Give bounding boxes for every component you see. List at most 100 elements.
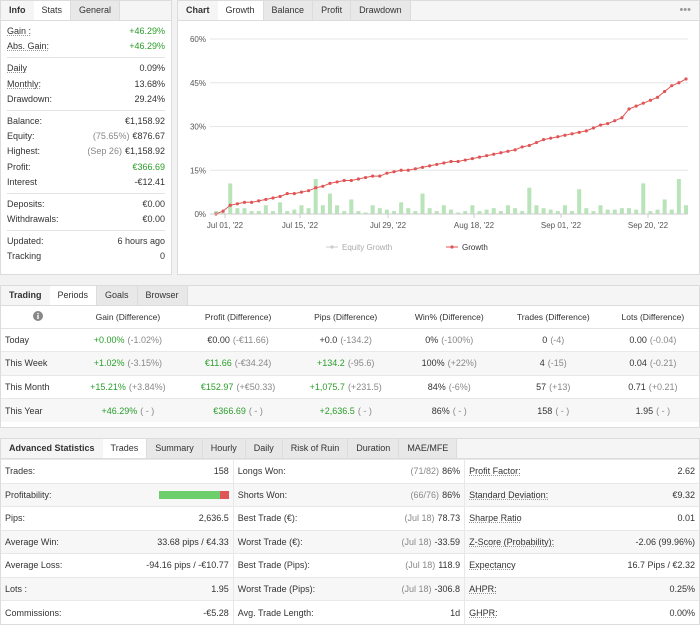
daily-bar <box>527 187 532 214</box>
x-tick-label: Jul 15, '22 <box>282 221 319 230</box>
more-icon[interactable]: ••• <box>679 4 691 16</box>
info-value: €366.69 <box>132 161 165 172</box>
adv-label: Worst Trade (Pips): <box>233 576 344 601</box>
tab-drawdown[interactable]: Drawdown <box>351 1 411 20</box>
adv-value-text: -306.8 <box>434 583 461 594</box>
adv-value-text: -€5.28 <box>203 607 229 618</box>
daily-bar <box>584 208 589 214</box>
tab-adv-3[interactable]: Hourly <box>202 439 246 458</box>
growth-point <box>655 95 660 99</box>
info-panel: Info Stats General Gain : +46.29% Abs. Gai… <box>0 0 172 275</box>
daily-bar <box>534 205 539 214</box>
info-label: Deposits: <box>7 198 45 209</box>
period-profit-cell: €366.69( - ) <box>183 398 293 422</box>
period-pips-cell: +134.2 (-95.6) <box>292 351 399 375</box>
tab-adv-1[interactable]: Trades <box>102 439 148 458</box>
daily-bar <box>619 208 624 214</box>
daily-bar <box>470 205 475 214</box>
adv-label-text: Standard Deviation: <box>469 489 549 500</box>
info-label: Gain : <box>7 26 32 36</box>
growth-point <box>620 116 624 120</box>
info-row: Monthly: 13.68% <box>1 77 171 92</box>
adv-value-text: 78.73 <box>437 513 461 524</box>
tab-adv-2[interactable]: Summary <box>147 439 203 458</box>
tab-stats[interactable]: Stats <box>33 1 72 20</box>
tab-chart[interactable]: Chart <box>178 1 218 20</box>
daily-bar <box>598 205 603 214</box>
profitability-bar <box>158 491 229 500</box>
daily-bar <box>299 205 304 214</box>
daily-bar <box>555 211 560 214</box>
info-row: Gain : +46.29% <box>1 24 171 39</box>
daily-bar <box>235 208 240 214</box>
adv-label: Expectancy <box>464 553 595 577</box>
tab-periods[interactable]: Periods <box>49 286 98 305</box>
info-row: Withdrawals: €0.00 <box>1 212 171 227</box>
tab-general[interactable]: General <box>71 1 121 20</box>
growth-point <box>321 184 325 188</box>
period-pips-value: +2,636.5 <box>319 405 355 416</box>
adv-label: Profitability: <box>1 482 71 507</box>
info-value: 13.68% <box>134 78 165 89</box>
info-value: €0.00 <box>142 198 165 209</box>
period-row: This Week +1.02% (-3.15%) €11.66 (-€34.24) +1… <box>1 351 699 375</box>
growth-point <box>314 186 318 190</box>
daily-bar <box>420 193 425 214</box>
growth-point <box>257 199 261 203</box>
daily-bar <box>605 209 610 214</box>
tab-info[interactable]: Info <box>1 1 34 20</box>
tab-goals[interactable]: Goals <box>97 286 138 305</box>
col-trades: Trades (Difference) <box>499 306 607 329</box>
period-pips-cell: +2,636.5( - ) <box>292 398 399 422</box>
info-value-wrap: 0.09% <box>139 61 165 76</box>
growth-point <box>541 138 546 142</box>
tab-adv-0[interactable]: Advanced Statistics <box>1 439 103 458</box>
period-win-value: 86% <box>431 405 450 416</box>
info-value-wrap: (75.65%) €876.67 <box>93 129 165 144</box>
growth-point <box>299 190 304 194</box>
period-lots-diff: ( - ) <box>656 405 671 416</box>
growth-point <box>221 209 225 213</box>
info-icon <box>1 306 73 329</box>
period-lots-diff: (-0.21) <box>649 358 677 369</box>
tab-growth[interactable]: Growth <box>217 1 264 20</box>
daily-bar <box>270 211 275 214</box>
adv-value-text: -33.59 <box>434 536 461 547</box>
adv-label-text: Expectancy <box>469 560 516 571</box>
tab-adv-6[interactable]: Duration <box>348 439 400 458</box>
tab-balance[interactable]: Balance <box>263 1 314 20</box>
adv-label: Profit Factor: <box>464 459 595 483</box>
adv-value: 1.95 <box>70 576 234 601</box>
info-value-wrap: €1,158.92 <box>125 114 165 129</box>
adv-label: Standard Deviation: <box>464 482 595 507</box>
daily-bar <box>684 205 688 214</box>
x-tick-label: Sep 20, '22 <box>628 221 669 230</box>
info-value: 29.24% <box>134 93 165 104</box>
adv-label: Average Win: <box>1 529 71 554</box>
growth-point <box>335 180 339 184</box>
tab-adv-5[interactable]: Risk of Ruin <box>282 439 349 458</box>
growth-point <box>641 101 645 105</box>
period-profit-value: €11.66 <box>204 358 232 369</box>
info-value-wrap: (Sep 26) €1,158.92 <box>87 144 165 159</box>
tab-profit[interactable]: Profit <box>313 1 352 20</box>
adv-value <box>70 482 234 507</box>
period-gain-diff: (-1.02%) <box>127 334 163 345</box>
tab-adv-4[interactable]: Daily <box>245 439 283 458</box>
growth-point <box>606 121 610 126</box>
info-value: -€12.41 <box>134 176 165 187</box>
period-win-value: 84% <box>427 381 446 392</box>
growth-point <box>235 202 239 206</box>
col-profit: Profit (Difference) <box>183 306 293 329</box>
tab-adv-7[interactable]: MAE/MFE <box>399 439 458 458</box>
info-value-wrap: 29.24% <box>134 92 165 107</box>
tab-browser[interactable]: Browser <box>137 286 188 305</box>
adv-label: GHPR: <box>464 600 595 624</box>
daily-bar <box>676 179 681 214</box>
daily-bar <box>434 211 439 214</box>
adv-value-text: 2,636.5 <box>198 513 229 524</box>
tab-trading[interactable]: Trading <box>1 286 50 305</box>
info-value: 0 <box>159 251 165 262</box>
growth-point <box>435 162 439 167</box>
daily-bar <box>612 209 617 214</box>
